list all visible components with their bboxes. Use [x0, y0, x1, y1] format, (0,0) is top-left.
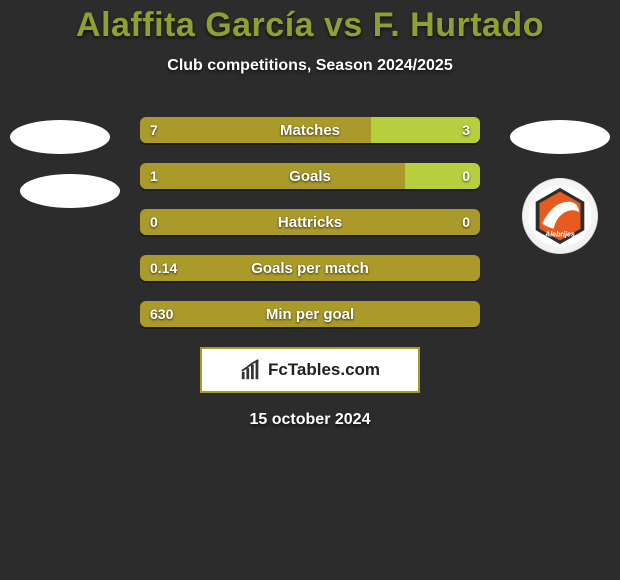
stat-label: Goals per match: [140, 255, 480, 281]
stat-row: 0.14Goals per match: [140, 255, 480, 281]
stat-row: 73Matches: [140, 117, 480, 143]
stat-row: 10Goals: [140, 163, 480, 189]
team-right-logo: Alebrijes: [522, 178, 598, 254]
brand-text: FcTables.com: [268, 360, 380, 380]
stat-label: Matches: [140, 117, 480, 143]
svg-text:Alebrijes: Alebrijes: [544, 231, 575, 238]
alebrijes-logo-icon: Alebrijes: [528, 184, 592, 248]
date-text: 15 october 2024: [0, 411, 620, 429]
team-right-badge-1: [510, 120, 610, 154]
team-left-badge-2: [20, 174, 120, 208]
stat-row: 00Hattricks: [140, 209, 480, 235]
stat-row: 630Min per goal: [140, 301, 480, 327]
brand-box: FcTables.com: [200, 347, 420, 393]
stat-label: Goals: [140, 163, 480, 189]
stat-label: Min per goal: [140, 301, 480, 327]
chart-icon: [240, 359, 262, 381]
subtitle: Club competitions, Season 2024/2025: [0, 57, 620, 75]
page-title: Alaffita García vs F. Hurtado: [0, 0, 620, 45]
stat-label: Hattricks: [140, 209, 480, 235]
team-left-badge-1: [10, 120, 110, 154]
